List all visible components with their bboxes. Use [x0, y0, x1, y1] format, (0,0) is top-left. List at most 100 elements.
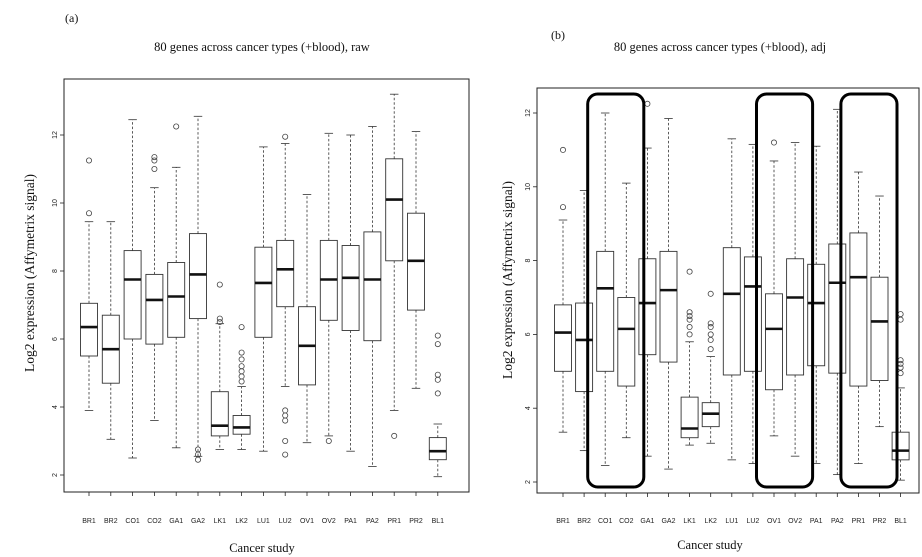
x-tick-label: LU2	[279, 518, 292, 525]
iqr-box	[167, 262, 186, 338]
iqr-box	[575, 302, 594, 393]
iqr-box	[428, 437, 447, 461]
iqr-box	[189, 233, 207, 320]
outlier-point	[238, 324, 245, 331]
outlier-point	[151, 165, 158, 172]
x-tick-label: BR1	[556, 518, 570, 525]
box-OV2	[319, 132, 338, 444]
outlier-point	[686, 268, 693, 275]
box-CO2	[617, 182, 636, 439]
iqr-box	[786, 258, 805, 376]
iqr-box	[145, 273, 164, 345]
x-tick-label: OV1	[767, 518, 781, 525]
outlier-point	[897, 316, 904, 323]
y-tick-label: 6	[525, 332, 532, 336]
highlight-group-OV1-OV2	[755, 92, 815, 489]
outlier-point	[707, 336, 714, 343]
iqr-box	[596, 250, 615, 372]
box-PR1	[385, 93, 404, 439]
iqr-box	[891, 431, 910, 461]
x-tick-label: LK1	[683, 518, 696, 525]
box-BR2	[575, 190, 594, 452]
iqr-box	[680, 396, 699, 439]
y-tick-label: 4	[525, 406, 532, 410]
outlier-point	[86, 157, 93, 164]
box-OV1	[765, 139, 783, 437]
iqr-box	[276, 239, 295, 308]
panel-a-label: (a)	[65, 11, 79, 25]
x-tick-label: LU2	[746, 518, 759, 525]
panel-b-x-axis-label: Cancer study	[677, 538, 743, 552]
x-tick-label: CO2	[619, 518, 634, 525]
outlier-point	[897, 311, 904, 318]
x-tick-label: GA1	[640, 518, 654, 525]
x-tick-label: LK2	[235, 518, 248, 525]
x-tick-label: CO2	[147, 518, 162, 525]
outlier-point	[434, 332, 441, 339]
outlier-point	[771, 139, 778, 146]
outlier-point	[434, 390, 441, 397]
x-tick-label: PA2	[831, 518, 844, 525]
y-tick-label: 8	[52, 269, 59, 273]
x-tick-label: CO1	[125, 518, 140, 525]
highlight-group-PR1-PR2	[839, 92, 899, 489]
outlier-point	[216, 315, 223, 322]
outlier-point	[86, 210, 93, 217]
outlier-point	[391, 432, 398, 439]
box-LK1	[680, 268, 699, 446]
outlier-point	[238, 349, 245, 356]
box-LU2	[276, 133, 295, 458]
outlier-point	[707, 331, 714, 338]
iqr-box	[722, 247, 741, 376]
x-tick-label: PA2	[366, 518, 379, 525]
outlier-point	[173, 123, 180, 130]
box-LU1	[722, 138, 741, 461]
iqr-box	[617, 297, 636, 387]
x-tick-label: GA1	[169, 518, 183, 525]
highlight-group-CO1-CO2	[586, 92, 646, 489]
y-tick-label: 10	[525, 183, 532, 191]
iqr-box	[341, 245, 360, 331]
y-tick-label: 4	[52, 405, 59, 409]
plot-frame	[536, 87, 920, 494]
box-CO1	[123, 119, 142, 459]
box-GA2	[659, 118, 678, 470]
x-tick-label: BR2	[577, 518, 591, 525]
outlier-point	[434, 371, 441, 378]
box-PR2	[870, 195, 889, 428]
outlier-point	[238, 356, 245, 363]
outlier-point	[707, 320, 714, 327]
box-PA2	[363, 126, 382, 467]
iqr-box	[123, 250, 142, 340]
panel-b-label: (b)	[551, 28, 565, 42]
outlier-point	[216, 281, 223, 288]
box-CO1	[596, 112, 615, 466]
iqr-box	[385, 158, 404, 262]
outlier-point	[644, 100, 651, 107]
iqr-box	[659, 250, 678, 363]
outlier-point	[151, 154, 158, 161]
outlier-point	[194, 446, 201, 453]
y-tick-label: 10	[52, 199, 59, 207]
box-LK1	[210, 281, 229, 450]
outlier-point	[686, 331, 693, 338]
box-GA2	[189, 115, 207, 463]
x-tick-label: BR1	[82, 518, 96, 525]
box-BL1	[891, 311, 910, 481]
x-tick-label: PR1	[387, 518, 401, 525]
iqr-box	[743, 256, 762, 372]
x-tick-label: LU1	[725, 518, 738, 525]
y-tick-label: 2	[525, 480, 532, 484]
box-PR2	[407, 131, 425, 389]
outlier-point	[151, 157, 158, 164]
box-PA1	[807, 145, 826, 464]
outlier-point	[707, 290, 714, 297]
outlier-point	[325, 437, 332, 444]
iqr-box	[254, 246, 273, 338]
iqr-box	[765, 293, 783, 391]
iqr-box	[807, 263, 826, 367]
y-tick-label: 12	[525, 109, 532, 117]
outlier-point	[216, 318, 223, 325]
box-LU1	[254, 146, 273, 452]
